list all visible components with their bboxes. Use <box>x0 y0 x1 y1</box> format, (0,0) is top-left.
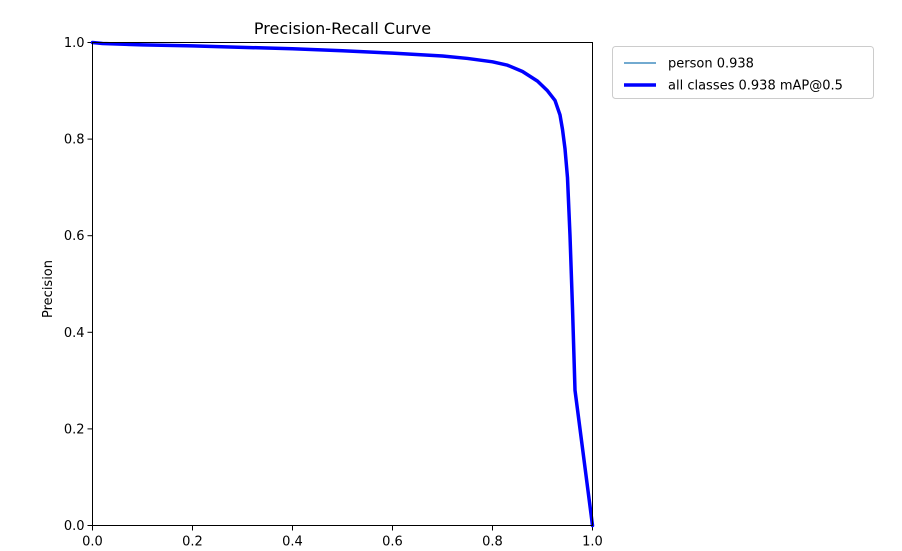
x-tick-label: 1.0 <box>582 535 603 550</box>
legend: person 0.938 all classes 0.938 mAP@0.5 <box>612 46 874 99</box>
chart-title: Precision-Recall Curve <box>254 19 431 38</box>
y-tick-label: 0.2 <box>64 422 85 437</box>
x-tick-label: 0.4 <box>282 535 303 550</box>
x-tick-label: 0.2 <box>182 535 203 550</box>
y-tick-label: 0.0 <box>64 519 85 534</box>
y-tick-label: 0.4 <box>64 326 85 341</box>
y-axis-ticks: 0.0 0.2 0.4 0.6 0.8 1.0 <box>64 36 93 534</box>
x-axis-ticks: 0.0 0.2 0.4 0.6 0.8 1.0 <box>82 525 603 550</box>
series-layer <box>90 40 595 528</box>
plot-frame <box>92 42 593 526</box>
x-tick-label: 0.0 <box>82 535 103 550</box>
legend-frame <box>612 46 874 99</box>
y-tick-label: 1.0 <box>64 36 85 51</box>
series-line-all-classes <box>90 40 595 528</box>
legend-label: person 0.938 <box>668 57 754 72</box>
y-tick-label: 0.6 <box>64 229 85 244</box>
legend-label: all classes 0.938 mAP@0.5 <box>668 79 843 94</box>
x-tick-label: 0.8 <box>482 535 503 550</box>
y-tick-label: 0.8 <box>64 133 85 148</box>
y-axis-label: Precision <box>41 260 56 318</box>
series-line-person <box>91 41 594 527</box>
x-tick-label: 0.6 <box>382 535 403 550</box>
